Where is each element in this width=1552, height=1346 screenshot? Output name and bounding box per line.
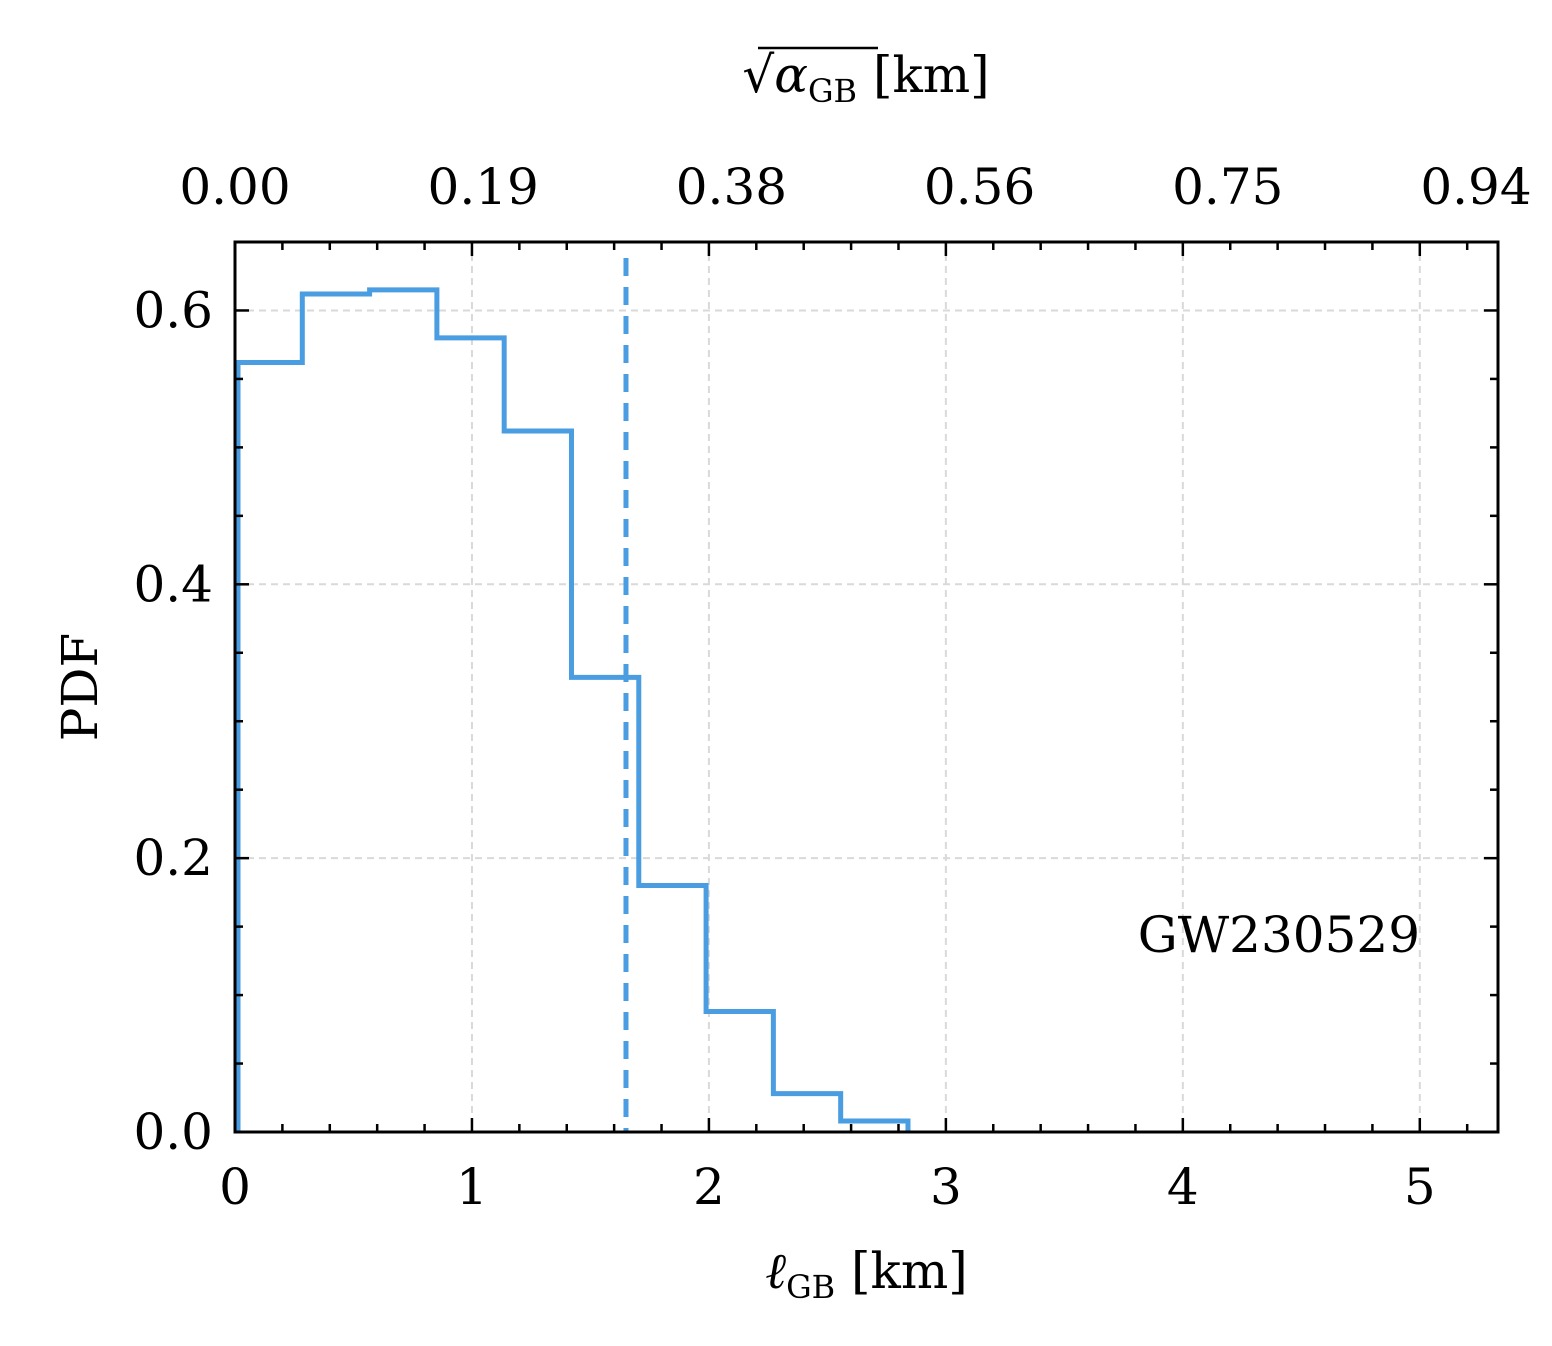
x-tick-label: 2 (693, 1158, 725, 1216)
histogram-bin (773, 1094, 840, 1132)
top-tick-label: 0.75 (1172, 158, 1283, 216)
histogram-bin (437, 338, 504, 1132)
x-tick-label: 1 (456, 1158, 488, 1216)
y-axis-label: PDF (51, 633, 109, 741)
histogram-bin (706, 1012, 773, 1132)
y-tick-label: 0.4 (133, 555, 213, 613)
top-tick-label: 0.56 (924, 158, 1035, 216)
grid-lines (235, 242, 1498, 1132)
y-tick-label: 0.0 (133, 1103, 213, 1161)
histogram-bin (571, 677, 638, 1132)
histogram-outline (235, 287, 911, 1132)
top-tick-label: 0.00 (179, 158, 290, 216)
histogram-bin (370, 290, 437, 1132)
x-tick-label: 4 (1167, 1158, 1199, 1216)
x-tick-label: 0 (219, 1158, 251, 1216)
histogram-bin (504, 431, 571, 1132)
histogram-bin (235, 362, 302, 1132)
histogram-bin (639, 886, 706, 1132)
histogram-bin (302, 294, 369, 1132)
event-annotation: GW230529 (1138, 906, 1420, 964)
x-axis-label: ℓGB [km] (765, 1242, 968, 1306)
histogram-series (235, 258, 911, 1132)
top-tick-label: 0.19 (428, 158, 539, 216)
top-tick-label: 0.38 (676, 158, 787, 216)
y-tick-label: 0.2 (133, 829, 213, 887)
top-tick-label: 0.94 (1420, 158, 1531, 216)
tick-labels: 0 1 2 3 4 5 0.0 0.2 0.4 0.6 0.00 0.19 0.38 0.56 0.75 0.… (133, 46, 1532, 1216)
y-tick-label: 0.6 (133, 281, 213, 339)
plot-frame (233, 240, 1500, 1134)
top-axis-label: √αGB [km] (742, 46, 989, 110)
x-tick-label: 5 (1404, 1158, 1436, 1216)
x-tick-label: 3 (930, 1158, 962, 1216)
